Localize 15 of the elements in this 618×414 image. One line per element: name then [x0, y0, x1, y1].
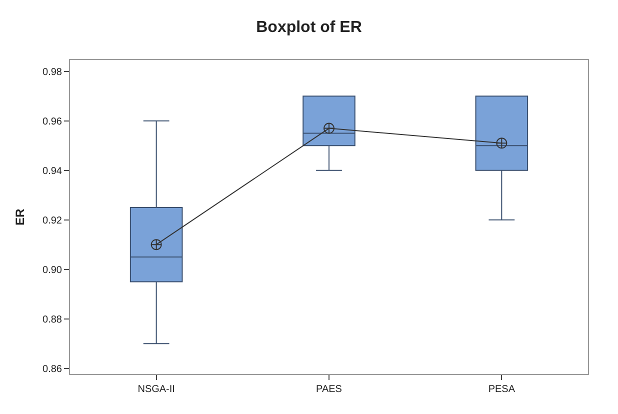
y-tick-label: 0.92 — [42, 215, 62, 226]
x-tick-label: PAES — [316, 384, 342, 395]
y-tick-label: 0.88 — [42, 314, 62, 326]
y-tick-label: 0.90 — [42, 264, 62, 276]
y-tick-label: 0.86 — [42, 364, 62, 375]
y-axis-title: ER — [12, 208, 27, 226]
y-tick-label: 0.94 — [42, 166, 62, 177]
y-tick-label: 0.98 — [42, 66, 62, 78]
point — [324, 122, 334, 134]
point — [496, 138, 508, 149]
point — [150, 239, 162, 250]
chart-title: Boxplot of ER — [256, 18, 362, 36]
x-tick-label: NSGA-II — [138, 384, 175, 395]
x-tick-label: PESA — [488, 384, 516, 395]
y-tick-label: 0.96 — [42, 116, 62, 128]
